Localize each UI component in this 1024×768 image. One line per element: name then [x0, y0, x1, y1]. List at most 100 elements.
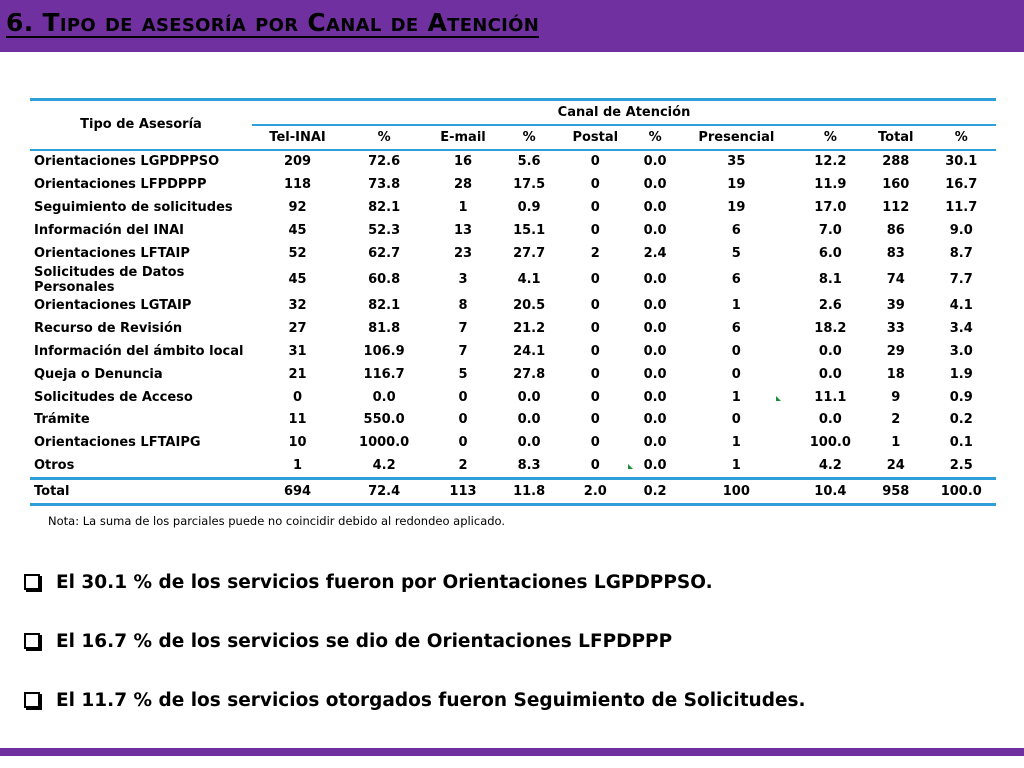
table-cell: 6: [731, 222, 741, 238]
table-cell: 288: [882, 154, 910, 170]
table-cell: 3: [458, 272, 468, 288]
table-cell: 0: [590, 222, 600, 238]
table-cell: 0: [590, 154, 600, 170]
column-header: %: [343, 123, 426, 151]
table-cell: 17.5: [513, 177, 546, 193]
bullet-item: El 16.7 % de los servicios se dio de Ori…: [24, 625, 806, 657]
table-cell: 15.1: [513, 222, 546, 238]
row-label: Recurso de Revisión: [34, 321, 183, 337]
column-header: %: [795, 123, 866, 151]
table-cell: 0.0: [643, 154, 667, 170]
table-cell: 19: [727, 200, 746, 216]
table-cell: 1: [891, 435, 901, 451]
bullet-text: El 11.7 % de los servicios otorgados fue…: [56, 689, 806, 711]
table-cell: 10: [288, 435, 307, 451]
table-cell: 3.4: [949, 321, 973, 337]
table-cell: 0.9: [517, 200, 541, 216]
table-cell: 0: [590, 435, 600, 451]
table-cell: 0.0: [643, 344, 667, 360]
footer-bar: [0, 748, 1024, 756]
table-row: Otros 1 4.2 2 8.3 0 0.0 1 4.2 24 2.5: [30, 454, 996, 478]
table-cell: 2.4: [643, 245, 667, 261]
table-cell: 62.7: [368, 245, 401, 261]
table-cell: 1: [731, 458, 741, 474]
table-cell: 1: [731, 435, 741, 451]
table-cell: 32: [288, 298, 307, 314]
table-cell: 17.0: [814, 200, 847, 216]
table-cell: 0: [590, 389, 600, 405]
table-cell: 0.0: [517, 389, 541, 405]
table-cell: 0.0: [372, 389, 396, 405]
bullet-text: El 16.7 % de los servicios se dio de Ori…: [56, 630, 673, 652]
table-cell: 694: [252, 476, 344, 506]
table-cell: 1.9: [949, 366, 973, 382]
bullet-item: El 30.1 % de los servicios fueron por Or…: [24, 566, 806, 598]
table-cell: 11.8: [500, 476, 558, 506]
table-cell: 550.0: [363, 412, 405, 428]
table-cell: 100.0: [809, 435, 851, 451]
table-cell: 0: [731, 412, 741, 428]
table-cell: 160: [882, 177, 910, 193]
column-header: E-mail: [425, 123, 501, 151]
table-row: Información del INAI 45 52.3 13 15.1 0 0.0 6 7.0…: [30, 219, 996, 242]
table-cell: 23: [453, 245, 473, 261]
table-cell: 1: [731, 298, 741, 314]
table-cell: 2: [458, 458, 468, 474]
row-header: Tipo de Asesoría: [30, 97, 252, 151]
table-cell: 0.0: [643, 458, 667, 474]
row-label: Información del ámbito local: [34, 344, 244, 360]
table-cell: 16: [453, 154, 473, 170]
column-header: %: [633, 123, 678, 151]
table-cell: 0: [590, 412, 600, 428]
table-cell: 9.0: [949, 222, 973, 238]
table-cell: 16.7: [945, 177, 978, 193]
column-header: Presencial: [677, 123, 796, 151]
table-cell: 7.0: [818, 222, 842, 238]
table-header-row: Tipo de Asesoría Canal de Atención: [30, 97, 996, 151]
table-row: Solicitudes de Datos Personales 45 60.8 3 4.…: [30, 265, 996, 295]
table-cell: 73.8: [368, 177, 401, 193]
table-cell: 7.7: [949, 272, 973, 288]
table-cell: 82.1: [368, 200, 401, 216]
table-cell: 100.0: [926, 476, 996, 506]
table-cell: 0.0: [517, 435, 541, 451]
table-cell: 52: [288, 245, 307, 261]
table-cell: 0.0: [643, 200, 667, 216]
table-row: Queja o Denuncia 21 116.7 5 27.8 0 0.0 0 0.0 18 1.…: [30, 363, 996, 386]
row-label: Total: [30, 476, 252, 506]
table-cell: 45: [288, 222, 307, 238]
table-cell: 112: [882, 200, 910, 216]
checkbox-bullet-icon: [24, 633, 40, 649]
table-cell: 7: [458, 321, 468, 337]
table-cell: 7: [458, 344, 468, 360]
table-cell: 1: [292, 458, 303, 474]
table-cell: 4.2: [372, 458, 396, 474]
table-cell: 83: [886, 245, 905, 261]
column-header: Tel-INAI: [252, 123, 344, 151]
table-row: Orientaciones LFTAIP 52 62.7 23 27.7 2 2.4 5 6.0…: [30, 242, 996, 265]
table-cell: 18.2: [814, 321, 847, 337]
group-header: Canal de Atención: [252, 97, 996, 125]
table-row: Trámite 11 550.0 0 0.0 0 0.0 0 0.0 2 0.2: [30, 409, 996, 432]
table-cell: 8.3: [517, 458, 541, 474]
table-cell: 0.2: [633, 476, 678, 506]
table-cell: 86: [886, 222, 905, 238]
table-body: Orientaciones LGPDPPSO 209 72.6 16 5.6 0 0.0 35…: [30, 150, 996, 506]
table-cell: 4.1: [949, 298, 973, 314]
table-cell: 18: [886, 366, 905, 382]
table-cell: 0: [458, 389, 468, 405]
table-cell: 9: [891, 389, 901, 405]
table-cell: 0: [590, 272, 600, 288]
row-label: Queja o Denuncia: [34, 366, 163, 382]
table-cell: 1: [731, 389, 741, 405]
table-cell: 5: [458, 366, 468, 382]
table-cell: 0.0: [643, 222, 667, 238]
table-cell: 35: [727, 154, 746, 170]
table-cell: 0: [590, 298, 600, 314]
row-label: Orientaciones LFTAIPG: [34, 435, 201, 451]
table-cell: 28: [453, 177, 473, 193]
table-cell: 2.0: [557, 476, 634, 506]
table-cell: 0.1: [949, 435, 973, 451]
row-label: Orientaciones LFPDPPP: [34, 177, 207, 193]
bullet-text: El 30.1 % de los servicios fueron por Or…: [56, 571, 713, 593]
